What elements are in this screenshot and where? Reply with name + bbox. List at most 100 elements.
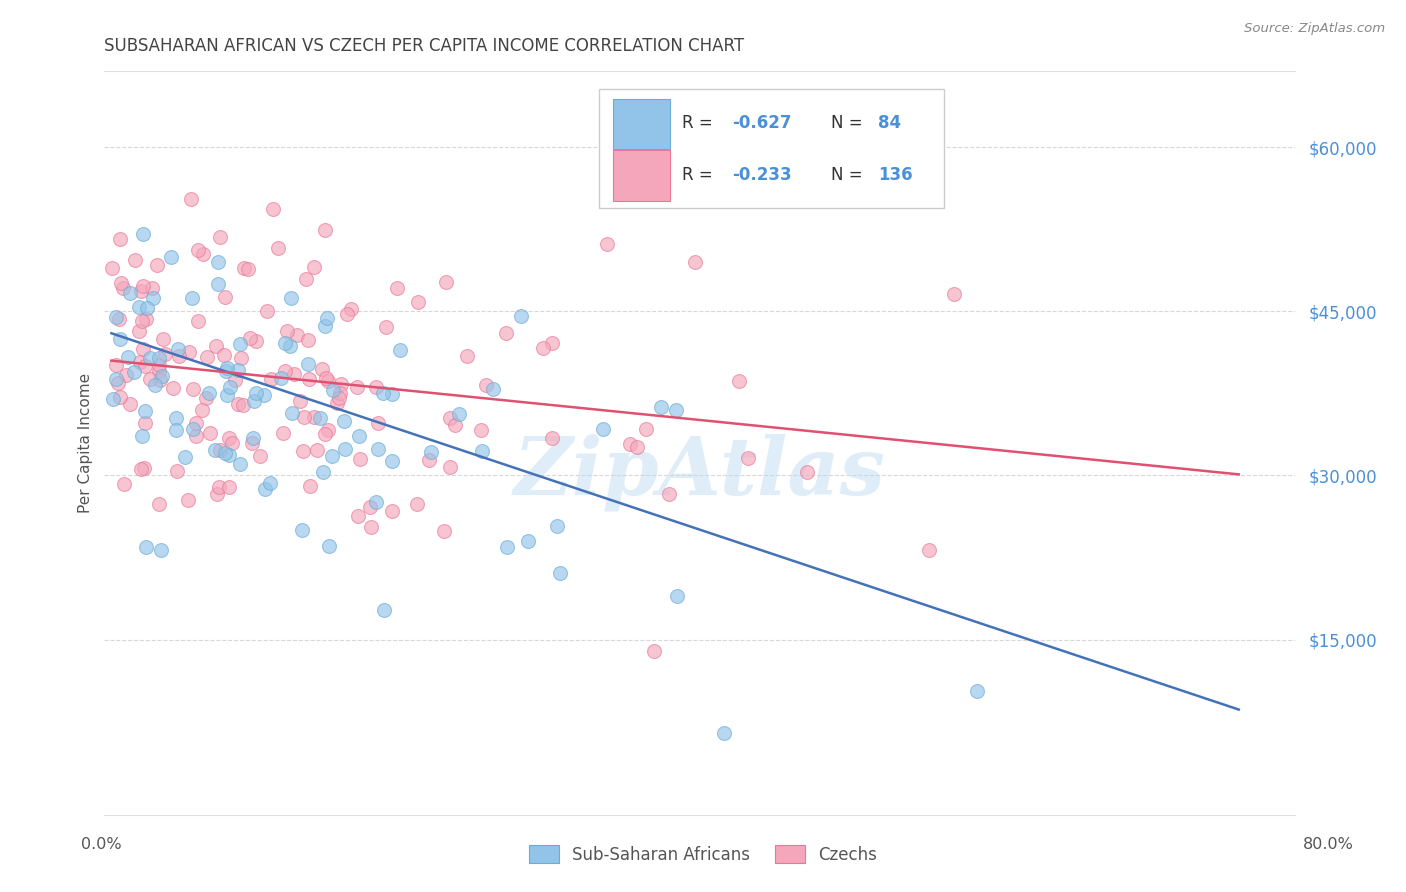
Point (195, 351, 218, 365)
Point (481, 382, 503, 396)
Point (148, 497, 170, 511)
Point (245, 334, 267, 348)
Point (148, 364, 170, 378)
Point (364, 495, 387, 509)
Point (186, 429, 208, 443)
Point (346, 509, 368, 524)
Point (665, 403, 688, 417)
Point (207, 277, 229, 291)
Text: N =: N = (831, 114, 868, 132)
Point (650, 401, 672, 415)
Point (224, 373, 246, 387)
Point (316, 374, 339, 388)
Point (367, 416, 389, 430)
Point (129, 461, 152, 475)
Point (359, 500, 381, 515)
Point (385, 281, 408, 295)
Point (107, 312, 129, 326)
Point (280, 339, 302, 353)
Point (138, 372, 160, 386)
Point (619, 437, 641, 451)
Point (643, 643, 665, 657)
Point (274, 363, 297, 377)
Point (295, 272, 318, 286)
Point (226, 363, 249, 377)
FancyBboxPatch shape (599, 89, 943, 209)
Point (139, 351, 162, 365)
Point (215, 361, 238, 376)
Point (242, 394, 264, 409)
Point (208, 230, 231, 244)
Point (596, 237, 619, 252)
Point (108, 232, 131, 246)
Point (179, 344, 201, 359)
Point (198, 425, 221, 440)
Point (150, 368, 173, 383)
Point (229, 458, 252, 472)
Point (134, 404, 156, 418)
Point (314, 223, 336, 237)
Point (374, 320, 396, 334)
Point (191, 402, 214, 417)
Point (198, 385, 221, 400)
Point (360, 520, 382, 534)
Point (966, 683, 988, 698)
Point (541, 431, 564, 445)
Point (169, 349, 191, 363)
Point (146, 258, 169, 272)
Point (349, 452, 371, 467)
Point (180, 292, 202, 306)
Point (592, 422, 614, 436)
Point (112, 476, 135, 491)
Point (245, 386, 267, 401)
Point (148, 358, 170, 372)
Point (124, 253, 146, 268)
Point (167, 342, 190, 356)
Point (340, 301, 363, 316)
Point (187, 314, 209, 328)
Text: -0.233: -0.233 (733, 166, 792, 184)
Text: 84: 84 (879, 114, 901, 132)
Point (496, 540, 519, 554)
Point (408, 295, 430, 310)
Point (299, 479, 322, 493)
Point (267, 241, 290, 255)
Point (187, 243, 209, 257)
Point (305, 443, 328, 458)
Point (208, 480, 231, 494)
Point (208, 443, 231, 458)
FancyBboxPatch shape (613, 150, 671, 201)
Point (418, 453, 440, 467)
Point (683, 255, 706, 269)
Point (329, 386, 352, 401)
Point (636, 422, 658, 436)
Point (212, 348, 235, 362)
Point (262, 202, 284, 216)
Point (291, 443, 314, 458)
Point (439, 411, 461, 425)
Point (283, 368, 305, 382)
Point (509, 309, 531, 323)
Point (162, 381, 184, 395)
Point (471, 444, 494, 458)
Point (367, 442, 389, 456)
Point (626, 440, 648, 454)
Point (381, 454, 404, 468)
Point (373, 386, 395, 401)
Point (135, 312, 157, 326)
Point (135, 540, 157, 554)
Point (728, 375, 751, 389)
Point (531, 341, 554, 355)
Point (191, 246, 214, 260)
Point (165, 411, 187, 425)
Point (333, 442, 356, 456)
Point (104, 310, 127, 324)
Point (658, 487, 681, 501)
Point (380, 504, 402, 518)
Legend: Sub-Saharan Africans, Czechs: Sub-Saharan Africans, Czechs (522, 838, 884, 871)
Point (217, 387, 239, 401)
Point (204, 443, 226, 458)
Point (214, 290, 236, 304)
Point (373, 602, 395, 616)
Point (128, 300, 150, 314)
